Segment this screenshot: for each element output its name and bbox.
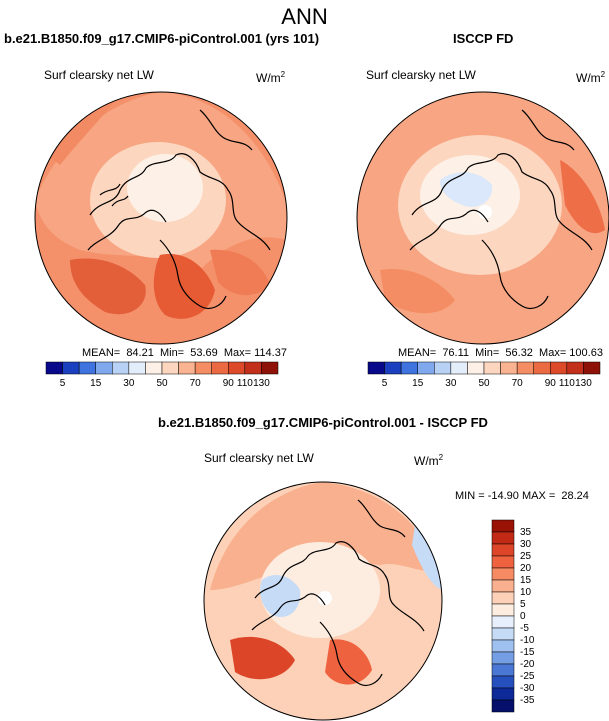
colorbar-model-tick-label: 70 [190, 378, 202, 389]
colorbar-model-swatch [161, 361, 179, 375]
colorbar-obs-swatch [583, 361, 601, 375]
colorbar-diff-tick-label: 20 [520, 563, 532, 574]
colorbar-model-swatch [78, 361, 96, 375]
colorbar-diff-swatch [491, 651, 515, 665]
colorbar-diff-swatch [491, 675, 515, 689]
panel1-title: b.e21.B1850.f09_g17.CMIP6-piControl.001 … [4, 31, 320, 46]
colorbar-model-tick-label: 130 [253, 378, 270, 389]
panel2-stats: MEAN= 76.11 Min= 56.32 Max= 100.63 [398, 347, 603, 359]
panel3-title: b.e21.B1850.f09_g17.CMIP6-piControl.001 … [158, 415, 488, 430]
colorbar-obs: 5 15 30 50 70 90 110 130 [367, 361, 601, 389]
colorbar-model-swatch [261, 361, 279, 375]
colorbar-model-tick-label: 50 [156, 378, 168, 389]
colorbar-diff-swatch [491, 579, 515, 593]
colorbar-obs-tick-label: 15 [412, 378, 424, 389]
colorbar-model-swatch [244, 361, 262, 375]
panel2-units: W/m2 [576, 70, 606, 85]
panel2-subtitle: Surf clearsky net LW [366, 68, 476, 82]
colorbar-diff-tick-label: -25 [520, 671, 535, 682]
colorbar-diff-tick-label: 15 [520, 575, 532, 586]
panel3-subtitle: Surf clearsky net LW [204, 451, 314, 465]
colorbar-model-tick-label: 15 [90, 378, 102, 389]
panel1-subtitle: Surf clearsky net LW [44, 68, 154, 82]
colorbar-diff-tick-label: -5 [520, 623, 529, 634]
colorbar-diff-tick-label: -15 [520, 647, 535, 658]
main-title: ANN [281, 4, 328, 29]
colorbar-diff-tick-label: -10 [520, 635, 535, 646]
colorbar-obs-swatch [500, 361, 518, 375]
colorbar-model-swatch [112, 361, 130, 375]
colorbar-obs-swatch [450, 361, 468, 375]
colorbar-diff-swatch [491, 519, 515, 533]
colorbar-diff-swatch [491, 663, 515, 677]
colorbar-diff-swatch [491, 555, 515, 569]
colorbar-obs-tick-label: 50 [478, 378, 490, 389]
colorbar-model-tick-label: 90 [223, 378, 235, 389]
colorbar-model-swatch [45, 361, 63, 375]
colorbar-obs-tick-label: 110 [559, 378, 575, 389]
colorbar-diff-tick-label: 25 [520, 551, 532, 562]
map-diff-coastlines [251, 499, 425, 686]
colorbar-model-swatch [228, 361, 246, 375]
colorbar-model-swatch [95, 361, 113, 375]
colorbar-model-swatch [145, 361, 163, 375]
colorbar-obs-swatch [434, 361, 452, 375]
colorbar-diff-tick-label: 10 [520, 587, 532, 598]
colorbar-diff-swatch [491, 591, 515, 605]
colorbar-obs-tick-label: 5 [382, 378, 388, 389]
colorbar-obs-swatch [566, 361, 584, 375]
colorbar-diff-tick-label: -20 [520, 659, 535, 670]
colorbar-diff-swatch [491, 603, 515, 617]
panel1-stats: MEAN= 84.21 Min= 53.69 Max= 114.37 [82, 347, 287, 359]
colorbar-model-swatch [194, 361, 212, 375]
colorbar-obs-swatch [550, 361, 568, 375]
colorbar-obs-tick-label: 130 [575, 378, 592, 389]
colorbar-diff-tick-label: -30 [520, 683, 535, 694]
colorbar-obs-tick-label: 30 [445, 378, 457, 389]
colorbar-obs-tick-label: 70 [512, 378, 524, 389]
map-model-field [35, 92, 287, 344]
map-model-coastlines [87, 109, 271, 309]
colorbar-model: 5 15 30 50 70 90 110 130 [45, 361, 279, 389]
colorbar-diff-tick-label: -35 [520, 695, 535, 706]
colorbar-obs-swatch [516, 361, 534, 375]
colorbar-diff-swatch [491, 627, 515, 641]
colorbar-obs-tick-label: 90 [545, 378, 557, 389]
colorbar-obs-swatch [367, 361, 385, 375]
colorbar-diff-swatch [491, 543, 515, 557]
colorbar-model-swatch [211, 361, 229, 375]
panel3-stats: MIN = -14.90 MAX = 28.24 [455, 490, 589, 502]
colorbar-diff-tick-label: 0 [520, 611, 526, 622]
colorbar-model-tick-label: 5 [60, 378, 66, 389]
colorbar-model-swatch [128, 361, 146, 375]
colorbar-obs-swatch [384, 361, 402, 375]
map-obs-field [357, 92, 609, 344]
colorbar-diff-swatch [491, 687, 515, 701]
colorbar-obs-swatch [483, 361, 501, 375]
colorbar-diff-tick-label: 5 [520, 599, 526, 610]
colorbar-model-tick-label: 30 [123, 378, 135, 389]
panel1-units: W/m2 [256, 70, 286, 85]
colorbar-diff-swatch [491, 531, 515, 545]
colorbar-diff-swatch [491, 639, 515, 653]
colorbar-model-swatch [62, 361, 80, 375]
map-obs-coastlines [409, 109, 593, 309]
colorbar-obs-swatch [400, 361, 418, 375]
colorbar-diff-swatch [491, 699, 515, 713]
panel3-units: W/m2 [414, 453, 444, 468]
panel2-title: ISCCP FD [453, 31, 514, 46]
colorbar-model-tick-label: 110 [237, 378, 253, 389]
colorbar-diff-tick-label: 30 [520, 539, 532, 550]
colorbar-diff-tick-label: 35 [520, 527, 532, 538]
colorbar-obs-swatch [467, 361, 485, 375]
colorbar-diff-swatch [491, 567, 515, 581]
colorbar-obs-swatch [533, 361, 551, 375]
colorbar-obs-swatch [417, 361, 435, 375]
colorbar-model-swatch [178, 361, 196, 375]
colorbar-diff-swatch [491, 615, 515, 629]
